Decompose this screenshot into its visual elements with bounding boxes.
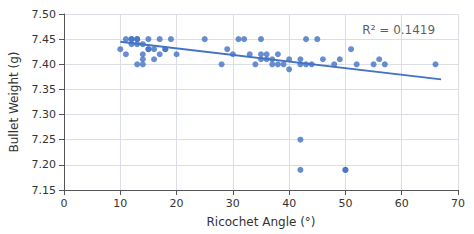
svg-text:30: 30 <box>226 197 240 210</box>
svg-text:7.50: 7.50 <box>32 8 57 21</box>
svg-text:7.30: 7.30 <box>32 108 57 121</box>
svg-text:Bullet Weight (g): Bullet Weight (g) <box>7 51 21 152</box>
svg-text:Ricochet Angle (°): Ricochet Angle (°) <box>206 215 315 229</box>
svg-text:R² = 0.1419: R² = 0.1419 <box>362 23 435 37</box>
svg-text:70: 70 <box>451 197 465 210</box>
svg-text:10: 10 <box>113 197 127 210</box>
svg-text:7.35: 7.35 <box>32 83 57 96</box>
svg-text:20: 20 <box>170 197 184 210</box>
svg-text:7.25: 7.25 <box>32 133 57 146</box>
svg-text:7.20: 7.20 <box>32 158 57 171</box>
svg-text:40: 40 <box>282 197 296 210</box>
svg-text:50: 50 <box>338 197 352 210</box>
svg-text:7.40: 7.40 <box>32 58 57 71</box>
svg-text:0: 0 <box>61 197 68 210</box>
svg-text:60: 60 <box>395 197 409 210</box>
svg-text:7.45: 7.45 <box>32 33 57 46</box>
svg-text:7.15: 7.15 <box>32 184 57 197</box>
